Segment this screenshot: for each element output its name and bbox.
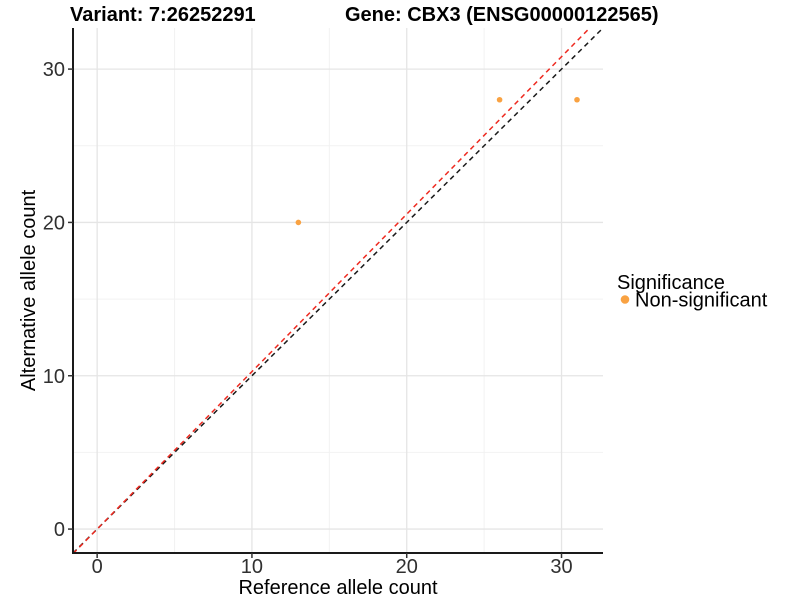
gene-title: Gene: CBX3 (ENSG00000122565) (345, 4, 659, 26)
identity-line (73, 28, 603, 553)
y-tick-label: 10 (43, 366, 65, 388)
reference-lines (73, 28, 603, 553)
x-tick-label: 30 (550, 556, 572, 578)
x-tick-label: 0 (92, 556, 103, 578)
x-tick-label: 10 (241, 556, 263, 578)
y-axis-title: Alternative allele count (18, 189, 40, 391)
x-tick-label: 20 (396, 556, 418, 578)
expected-ratio-line (73, 28, 591, 553)
x-axis-title: Reference allele count (238, 577, 437, 599)
legend-title: Significance (617, 272, 725, 294)
legend-item-label: Non-significant (635, 290, 768, 312)
y-tick-label: 30 (43, 59, 65, 81)
data-point (295, 219, 302, 226)
variant-title: Variant: 7:26252291 (70, 4, 256, 26)
data-point (496, 96, 503, 103)
legend-point-icon (620, 295, 630, 304)
y-tick-label: 0 (54, 519, 65, 541)
data-point (574, 96, 580, 103)
y-tick-label: 20 (43, 212, 65, 234)
